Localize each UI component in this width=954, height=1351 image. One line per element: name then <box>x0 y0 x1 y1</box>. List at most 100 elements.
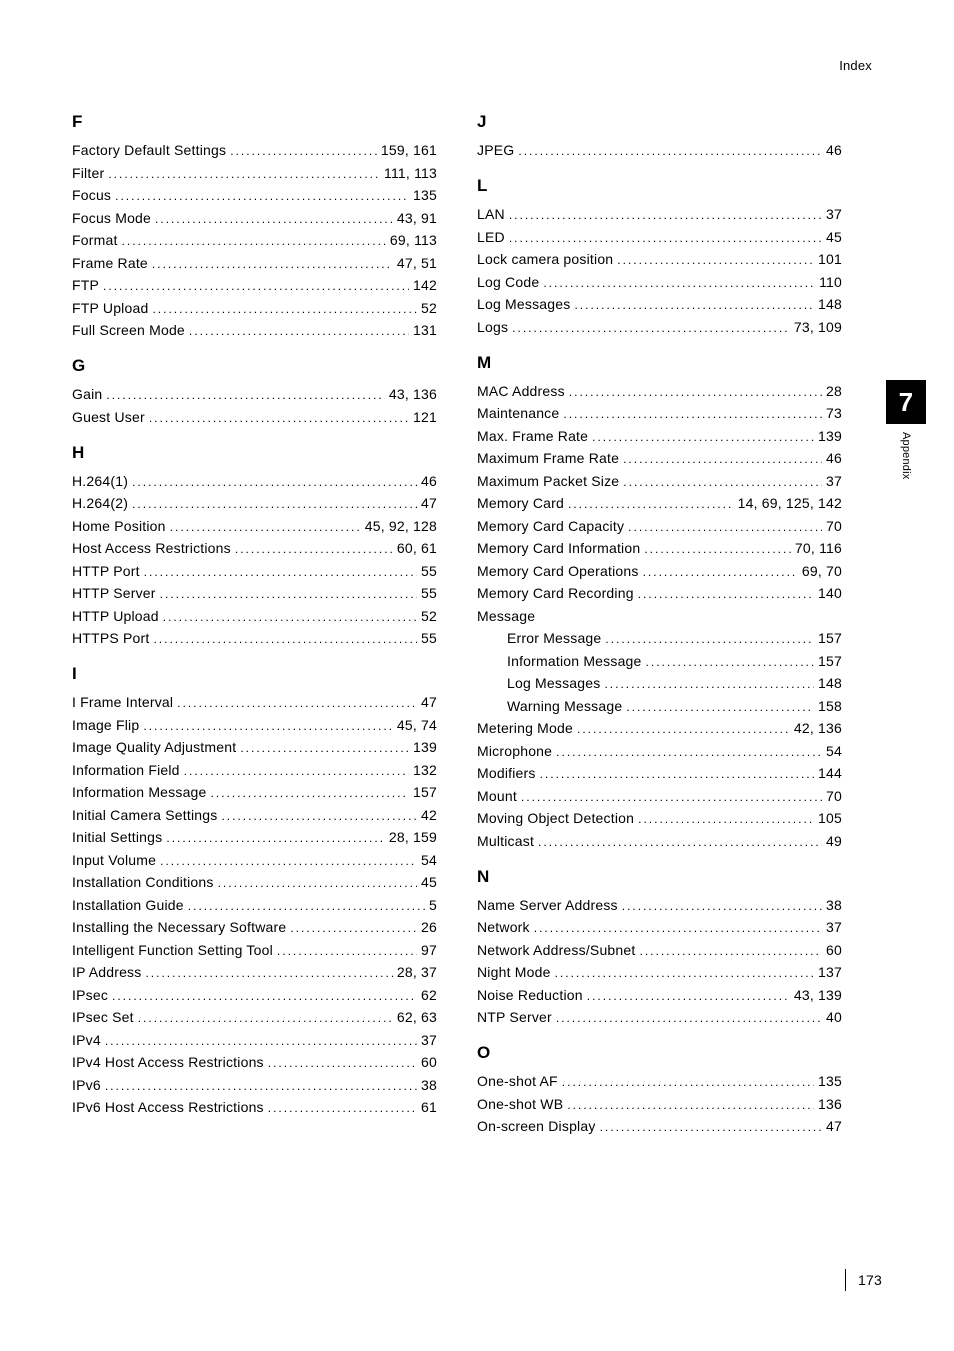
entry-term: Message <box>477 608 535 624</box>
index-entry[interactable]: FTP142 <box>72 277 437 293</box>
index-entry[interactable]: NTP Server40 <box>477 1009 842 1025</box>
entry-leader-dots <box>268 1099 417 1115</box>
index-entry[interactable]: Guest User121 <box>72 409 437 425</box>
entry-term: Initial Camera Settings <box>72 807 217 823</box>
entry-pages: 135 <box>413 187 437 203</box>
index-entry[interactable]: IP Address28, 37 <box>72 964 437 980</box>
index-entry[interactable]: Focus Mode43, 91 <box>72 210 437 226</box>
index-entry[interactable]: Home Position45, 92, 128 <box>72 518 437 534</box>
index-entry[interactable]: Initial Camera Settings42 <box>72 807 437 823</box>
index-entry[interactable]: Memory Card14, 69, 125, 142 <box>477 495 842 511</box>
index-entry[interactable]: HTTP Upload52 <box>72 608 437 624</box>
index-entry[interactable]: Image Flip45, 74 <box>72 717 437 733</box>
index-entry[interactable]: Initial Settings28, 159 <box>72 829 437 845</box>
index-entry[interactable]: Modifiers144 <box>477 765 842 781</box>
entry-leader-dots <box>152 300 417 316</box>
index-entry[interactable]: IPsec62 <box>72 987 437 1003</box>
index-entry[interactable]: Gain43, 136 <box>72 386 437 402</box>
index-entry[interactable]: LED45 <box>477 229 842 245</box>
index-entry[interactable]: Installation Guide5 <box>72 897 437 913</box>
entry-leader-dots <box>509 206 822 222</box>
index-entry[interactable]: Network Address/Subnet60 <box>477 942 842 958</box>
index-entry[interactable]: Memory Card Recording140 <box>477 585 842 601</box>
index-entry[interactable]: Max. Frame Rate139 <box>477 428 842 444</box>
index-columns: FFactory Default Settings159, 161Filter1… <box>72 112 842 1152</box>
index-entry[interactable]: HTTPS Port55 <box>72 630 437 646</box>
index-entry[interactable]: I Frame Interval47 <box>72 694 437 710</box>
index-entry[interactable]: Moving Object Detection105 <box>477 810 842 826</box>
entry-leader-dots <box>153 630 417 646</box>
index-entry[interactable]: Information Message157 <box>72 784 437 800</box>
index-entry[interactable]: MAC Address28 <box>477 383 842 399</box>
index-entry[interactable]: Format69, 113 <box>72 232 437 248</box>
index-entry[interactable]: Focus135 <box>72 187 437 203</box>
index-entry[interactable]: LAN37 <box>477 206 842 222</box>
index-entry[interactable]: Log Messages148 <box>477 675 842 691</box>
index-entry[interactable]: JPEG46 <box>477 142 842 158</box>
entry-pages: 62, 63 <box>397 1009 437 1025</box>
index-entry[interactable]: One-shot AF135 <box>477 1073 842 1089</box>
index-entry[interactable]: One-shot WB136 <box>477 1096 842 1112</box>
index-entry[interactable]: Image Quality Adjustment139 <box>72 739 437 755</box>
entry-pages: 42, 136 <box>794 720 842 736</box>
index-entry[interactable]: Message <box>477 608 842 624</box>
index-entry[interactable]: Information Message157 <box>477 653 842 669</box>
entry-term: Installation Conditions <box>72 874 214 890</box>
index-entry[interactable]: HTTP Server55 <box>72 585 437 601</box>
index-entry[interactable]: Filter111, 113 <box>72 165 437 181</box>
index-entry[interactable]: Maximum Packet Size37 <box>477 473 842 489</box>
index-entry[interactable]: IPv6 Host Access Restrictions61 <box>72 1099 437 1115</box>
index-entry[interactable]: H.264(2)47 <box>72 495 437 511</box>
entry-term: Maximum Packet Size <box>477 473 619 489</box>
index-entry[interactable]: Maximum Frame Rate46 <box>477 450 842 466</box>
index-entry[interactable]: Host Access Restrictions60, 61 <box>72 540 437 556</box>
entry-pages: 52 <box>421 300 437 316</box>
entry-pages: 139 <box>413 739 437 755</box>
entry-term: HTTP Upload <box>72 608 159 624</box>
index-entry[interactable]: Installing the Necessary Software26 <box>72 919 437 935</box>
index-entry[interactable]: Frame Rate47, 51 <box>72 255 437 271</box>
index-entry[interactable]: Logs73, 109 <box>477 319 842 335</box>
index-entry[interactable]: HTTP Port55 <box>72 563 437 579</box>
index-entry[interactable]: Log Messages148 <box>477 296 842 312</box>
index-entry[interactable]: Information Field132 <box>72 762 437 778</box>
entry-pages: 46 <box>826 450 842 466</box>
index-entry[interactable]: On-screen Display47 <box>477 1118 842 1134</box>
index-entry[interactable]: Memory Card Information70, 116 <box>477 540 842 556</box>
index-entry[interactable]: FTP Upload52 <box>72 300 437 316</box>
index-entry[interactable]: Memory Card Operations69, 70 <box>477 563 842 579</box>
index-entry[interactable]: Warning Message158 <box>477 698 842 714</box>
entry-pages: 148 <box>818 296 842 312</box>
index-entry[interactable]: Error Message157 <box>477 630 842 646</box>
index-entry[interactable]: Network37 <box>477 919 842 935</box>
entry-term: Full Screen Mode <box>72 322 185 338</box>
index-entry[interactable]: Intelligent Function Setting Tool97 <box>72 942 437 958</box>
entry-term: Multicast <box>477 833 534 849</box>
index-entry[interactable]: IPsec Set62, 63 <box>72 1009 437 1025</box>
index-entry[interactable]: Metering Mode42, 136 <box>477 720 842 736</box>
entry-leader-dots <box>540 765 814 781</box>
index-entry[interactable]: IPv4 Host Access Restrictions60 <box>72 1054 437 1070</box>
index-entry[interactable]: Maintenance73 <box>477 405 842 421</box>
index-entry[interactable]: Name Server Address38 <box>477 897 842 913</box>
entry-pages: 54 <box>421 852 437 868</box>
index-entry[interactable]: Night Mode137 <box>477 964 842 980</box>
index-entry[interactable]: Input Volume54 <box>72 852 437 868</box>
index-entry[interactable]: Log Code110 <box>477 274 842 290</box>
entry-leader-dots <box>623 473 822 489</box>
index-entry[interactable]: IPv638 <box>72 1077 437 1093</box>
index-entry[interactable]: Lock camera position101 <box>477 251 842 267</box>
index-entry[interactable]: Microphone54 <box>477 743 842 759</box>
index-entry[interactable]: Installation Conditions45 <box>72 874 437 890</box>
index-entry[interactable]: Multicast49 <box>477 833 842 849</box>
entry-leader-dots <box>152 255 393 271</box>
entry-pages: 5 <box>429 897 437 913</box>
index-entry[interactable]: Full Screen Mode 131 <box>72 322 437 338</box>
index-entry[interactable]: Factory Default Settings159, 161 <box>72 142 437 158</box>
index-entry[interactable]: Noise Reduction43, 139 <box>477 987 842 1003</box>
index-entry[interactable]: Mount70 <box>477 788 842 804</box>
index-entry[interactable]: IPv437 <box>72 1032 437 1048</box>
entry-pages: 131 <box>413 322 437 338</box>
index-entry[interactable]: H.264(1)46 <box>72 473 437 489</box>
index-entry[interactable]: Memory Card Capacity70 <box>477 518 842 534</box>
